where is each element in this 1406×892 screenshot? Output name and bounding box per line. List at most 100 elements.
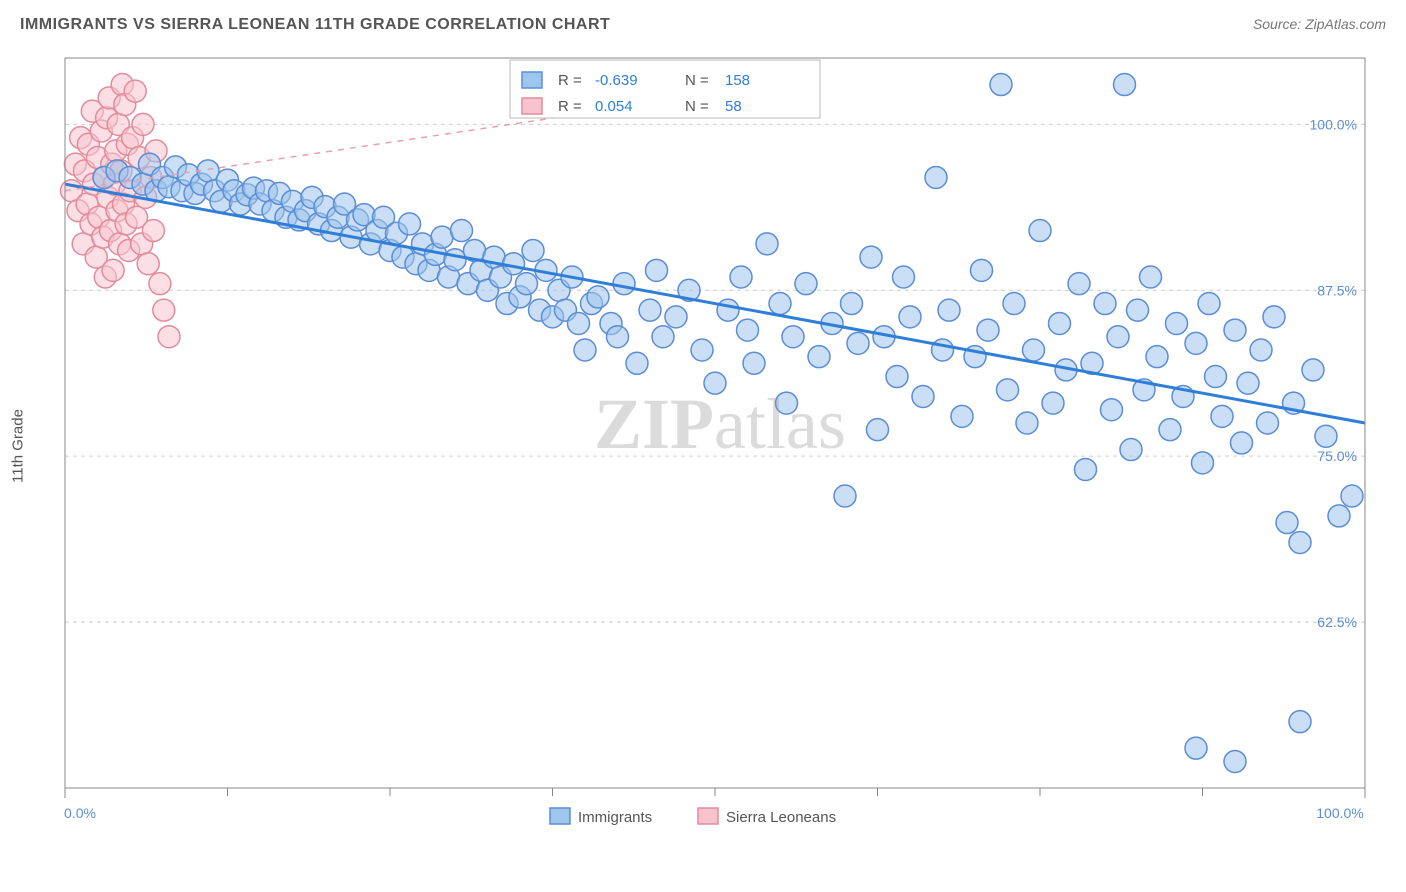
data-point [568, 312, 590, 334]
data-point [1107, 326, 1129, 348]
data-point [1003, 293, 1025, 315]
data-point [1289, 531, 1311, 553]
data-point [1257, 412, 1279, 434]
data-point [1023, 339, 1045, 361]
data-point [1068, 273, 1090, 295]
data-point [1075, 458, 1097, 480]
data-point [1224, 319, 1246, 341]
data-point [1049, 312, 1071, 334]
legend-text: 158 [725, 72, 750, 89]
data-point [1328, 505, 1350, 527]
scatter-sierra-leoneans [61, 74, 181, 348]
x-tick-label: 0.0% [64, 805, 96, 821]
data-point [808, 346, 830, 368]
data-point [1289, 711, 1311, 733]
data-point [841, 293, 863, 315]
data-point [1185, 332, 1207, 354]
data-point [1114, 74, 1136, 96]
data-point [1198, 293, 1220, 315]
data-point [522, 239, 544, 261]
legend-text: 58 [725, 98, 742, 115]
legend-text: 0.054 [595, 98, 633, 115]
data-point [142, 220, 164, 242]
data-point [1302, 359, 1324, 381]
data-point [124, 80, 146, 102]
y-axis-label: 11th Grade [10, 409, 27, 483]
chart-svg: ZIPatlas R = -0.639 N = 158 R = 0.054 N = 58 62… [55, 48, 1385, 828]
data-point [971, 259, 993, 281]
legend-swatch [698, 808, 718, 824]
y-tick-label: 75.0% [1317, 448, 1357, 464]
data-point [990, 74, 1012, 96]
data-point [149, 273, 171, 295]
data-point [1140, 266, 1162, 288]
data-point [730, 266, 752, 288]
legend-text: -0.639 [595, 72, 638, 89]
data-point [451, 220, 473, 242]
data-point [1094, 293, 1116, 315]
data-point [1276, 512, 1298, 534]
data-point [925, 166, 947, 188]
legend-text: N = [685, 72, 709, 89]
data-point [1016, 412, 1038, 434]
data-point [691, 339, 713, 361]
data-point [717, 299, 739, 321]
data-point [626, 352, 648, 374]
legend-top: R = -0.639 N = 158 R = 0.054 N = 58 [510, 60, 820, 118]
data-point [1250, 339, 1272, 361]
data-point [951, 405, 973, 427]
data-point [847, 332, 869, 354]
data-point [158, 326, 180, 348]
data-point [977, 319, 999, 341]
legend-swatch [522, 98, 542, 114]
data-point [1237, 372, 1259, 394]
data-point [743, 352, 765, 374]
data-point [912, 385, 934, 407]
data-point [587, 286, 609, 308]
data-point [782, 326, 804, 348]
data-point [646, 259, 668, 281]
data-point [444, 249, 466, 271]
data-point [1042, 392, 1064, 414]
data-point [1146, 346, 1168, 368]
legend-bottom: ImmigrantsSierra Leoneans [550, 808, 836, 826]
data-point [769, 293, 791, 315]
data-point [639, 299, 661, 321]
data-point [1205, 366, 1227, 388]
legend-label: Immigrants [578, 809, 652, 826]
data-point [1231, 432, 1253, 454]
data-point [102, 259, 124, 281]
y-tick-label: 62.5% [1317, 614, 1357, 630]
data-point [665, 306, 687, 328]
data-point [899, 306, 921, 328]
legend-swatch [550, 808, 570, 824]
data-point [1224, 750, 1246, 772]
legend-top-bg [510, 60, 820, 118]
data-point [1120, 439, 1142, 461]
data-point [613, 273, 635, 295]
legend-text: R = [558, 72, 582, 89]
data-point [1101, 399, 1123, 421]
data-point [431, 226, 453, 248]
data-point [886, 366, 908, 388]
data-point [997, 379, 1019, 401]
data-point [756, 233, 778, 255]
data-point [834, 485, 856, 507]
legend-text: R = [558, 98, 582, 115]
watermark: ZIPatlas [594, 384, 846, 464]
data-point [1185, 737, 1207, 759]
data-point [1211, 405, 1233, 427]
legend-swatch [522, 72, 542, 88]
data-point [652, 326, 674, 348]
chart-title: IMMIGRANTS VS SIERRA LEONEAN 11TH GRADE … [20, 16, 610, 34]
data-point [1315, 425, 1337, 447]
data-point [1159, 419, 1181, 441]
data-point [737, 319, 759, 341]
data-point [795, 273, 817, 295]
chart-container: IMMIGRANTS VS SIERRA LEONEAN 11TH GRADE … [0, 0, 1406, 892]
data-point [1166, 312, 1188, 334]
plot: ZIPatlas R = -0.639 N = 158 R = 0.054 N = 58 62… [61, 58, 1366, 826]
data-point [516, 273, 538, 295]
source-label: Source: ZipAtlas.com [1253, 16, 1386, 32]
legend-text: N = [685, 98, 709, 115]
